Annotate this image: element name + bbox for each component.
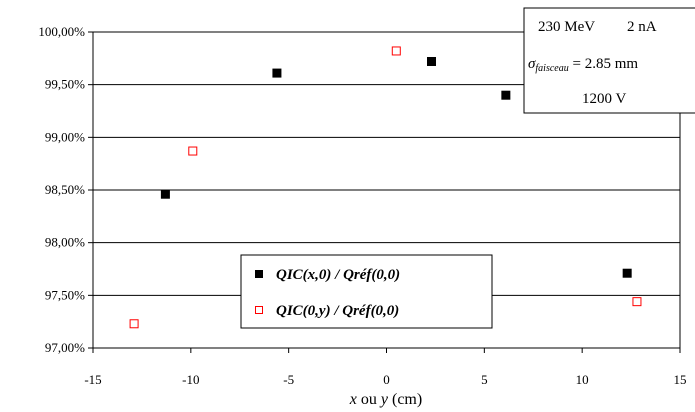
x-axis: -15 -10 -5 0 5 10 15 <box>84 348 687 387</box>
data-point-y-series <box>129 319 139 329</box>
x-tick-label: -5 <box>283 372 294 387</box>
x-tick-label: 15 <box>674 372 687 387</box>
legend-label-y-series: QIC(0,y) / Qréf(0,0) <box>276 303 399 319</box>
y-tick-label: 100,00% <box>38 24 85 39</box>
data-point-x-series <box>622 268 632 278</box>
x-tick-label: -10 <box>182 372 199 387</box>
data-point-x-series <box>272 68 282 78</box>
info-box-frame <box>523 7 695 114</box>
data-point-x-series <box>160 189 170 199</box>
voltage-label: 1200 V <box>582 91 626 107</box>
x-tick-label: 0 <box>383 372 390 387</box>
data-point-y-series <box>188 146 198 156</box>
x-axis-title: x ou y (cm) <box>349 391 422 408</box>
x-tick-label: 10 <box>576 372 589 387</box>
data-point-x-series <box>501 90 511 100</box>
data-points <box>129 46 642 329</box>
y-tick-label: 99,50% <box>45 77 85 92</box>
current-label: 2 nA <box>627 19 657 35</box>
y-tick-label: 98,00% <box>45 235 85 250</box>
y-tick-label: 98,50% <box>45 182 85 197</box>
energy-label: 230 MeV <box>538 19 595 35</box>
beam-sigma-label: σfaisceau = 2.85 mm <box>528 56 638 74</box>
y-tick-label: 99,00% <box>45 129 85 144</box>
x-tick-label: -15 <box>84 372 101 387</box>
legend-marker-filled-square <box>255 270 263 278</box>
legend-box <box>240 254 493 329</box>
data-point-y-series <box>632 297 642 307</box>
y-tick-label: 97,50% <box>45 287 85 302</box>
data-point-y-series <box>391 46 401 56</box>
legend-label-x-series: QIC(x,0) / Qréf(0,0) <box>276 267 400 283</box>
legend: QIC(x,0) / Qréf(0,0) QIC(0,y) / Qréf(0,0… <box>240 254 493 329</box>
y-axis: 97,00% 97,50% 98,00% 98,50% 99,00% 99,50% 100,… <box>38 24 93 355</box>
data-point-x-series <box>427 56 437 66</box>
x-tick-label: 5 <box>481 372 488 387</box>
beam-info-box: 230 MeV 2 nA σfaisceau = 2.85 mm 1200 V <box>523 7 695 114</box>
legend-marker-open-square <box>255 306 263 314</box>
y-tick-label: 97,00% <box>45 340 85 355</box>
